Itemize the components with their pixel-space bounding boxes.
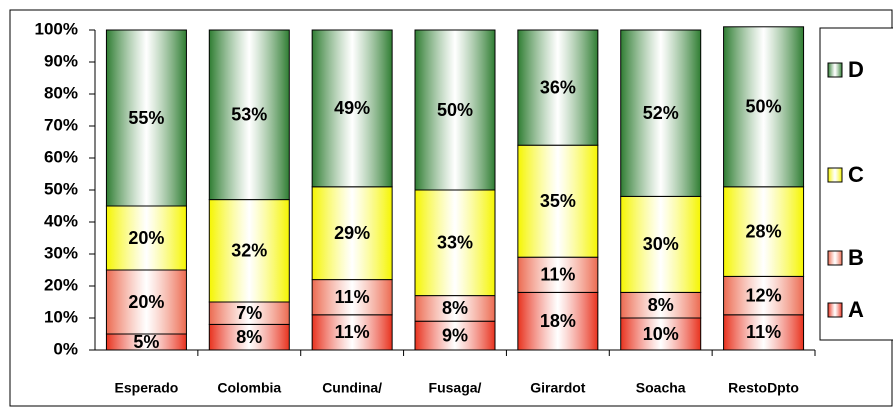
x-tick-label: Fusaga/ — [429, 380, 482, 396]
y-tick-label: 10% — [44, 307, 78, 326]
value-label: 8% — [236, 327, 262, 347]
bar-segment — [311, 314, 393, 351]
value-label: 10% — [643, 324, 679, 344]
bar-segment — [723, 26, 805, 188]
legend-swatch — [827, 302, 843, 318]
value-label: 8% — [648, 295, 674, 315]
value-label: 32% — [231, 241, 267, 261]
bar-segment — [414, 189, 496, 297]
value-label: 50% — [746, 97, 782, 117]
bar-segment — [723, 186, 805, 277]
value-label: 53% — [231, 105, 267, 125]
value-label: 12% — [746, 285, 782, 305]
x-tick-label: Colombia — [217, 380, 281, 396]
legend-label: D — [848, 57, 864, 82]
bar-segment — [105, 29, 187, 207]
y-tick-label: 40% — [44, 211, 78, 230]
x-tick-label: Girardot — [530, 380, 586, 396]
value-label: 30% — [643, 234, 679, 254]
bar-segment — [620, 195, 702, 293]
bar-segment — [311, 279, 393, 316]
value-label: 49% — [334, 98, 370, 118]
y-tick-label: 0% — [53, 339, 78, 358]
value-label: 36% — [540, 77, 576, 97]
bar-segment — [620, 317, 702, 351]
x-tick-label: Cundina/ — [322, 380, 382, 396]
bar-segment — [208, 323, 290, 351]
bar-segment — [208, 29, 290, 201]
bar-segment — [620, 29, 702, 197]
bar-segment — [517, 29, 599, 146]
bar-segment — [311, 186, 393, 281]
legend-swatch — [827, 250, 843, 266]
value-label: 11% — [335, 322, 370, 342]
value-label: 8% — [442, 298, 468, 318]
value-label: 7% — [236, 303, 262, 323]
y-tick-label: 90% — [44, 51, 78, 70]
value-label: 20% — [128, 292, 164, 312]
value-label: 11% — [746, 322, 781, 342]
y-tick-label: 70% — [44, 115, 78, 134]
bar-segment — [620, 291, 702, 319]
bar-segment — [414, 295, 496, 322]
x-tick-label: Esperado — [115, 380, 179, 396]
value-label: 52% — [643, 103, 679, 123]
value-label: 29% — [334, 223, 370, 243]
x-tick-label: RestoDpto — [728, 380, 799, 396]
bar-segment — [517, 291, 599, 351]
legend-label: B — [848, 245, 864, 270]
value-label: 33% — [437, 233, 473, 253]
value-label: 50% — [437, 100, 473, 120]
value-label: 5% — [133, 332, 159, 352]
value-label: 20% — [128, 228, 164, 248]
legend-swatch — [827, 167, 843, 183]
legend-box — [819, 27, 893, 341]
legend-swatch — [827, 62, 843, 78]
value-label: 11% — [540, 265, 575, 285]
bar-segment — [723, 314, 805, 351]
value-label: 35% — [540, 191, 576, 211]
y-tick-label: 30% — [44, 243, 78, 262]
y-tick-label: 100% — [35, 19, 78, 38]
value-label: 11% — [335, 287, 370, 307]
legend-label: C — [848, 162, 864, 187]
legend-label: A — [848, 297, 864, 322]
y-tick-label: 60% — [44, 147, 78, 166]
bar-segment — [414, 320, 496, 351]
value-label: 18% — [540, 311, 576, 331]
y-tick-label: 50% — [44, 179, 78, 198]
bar-segment — [414, 29, 496, 191]
bar-segment — [208, 199, 290, 303]
x-tick-label: Soacha — [636, 380, 686, 396]
bar-segment — [723, 275, 805, 316]
value-label: 28% — [746, 221, 782, 241]
bar-segment — [311, 29, 393, 188]
y-tick-label: 80% — [44, 83, 78, 102]
value-label: 55% — [128, 108, 164, 128]
value-label: 9% — [442, 325, 468, 345]
bar-segment — [517, 144, 599, 258]
y-tick-label: 20% — [44, 275, 78, 294]
